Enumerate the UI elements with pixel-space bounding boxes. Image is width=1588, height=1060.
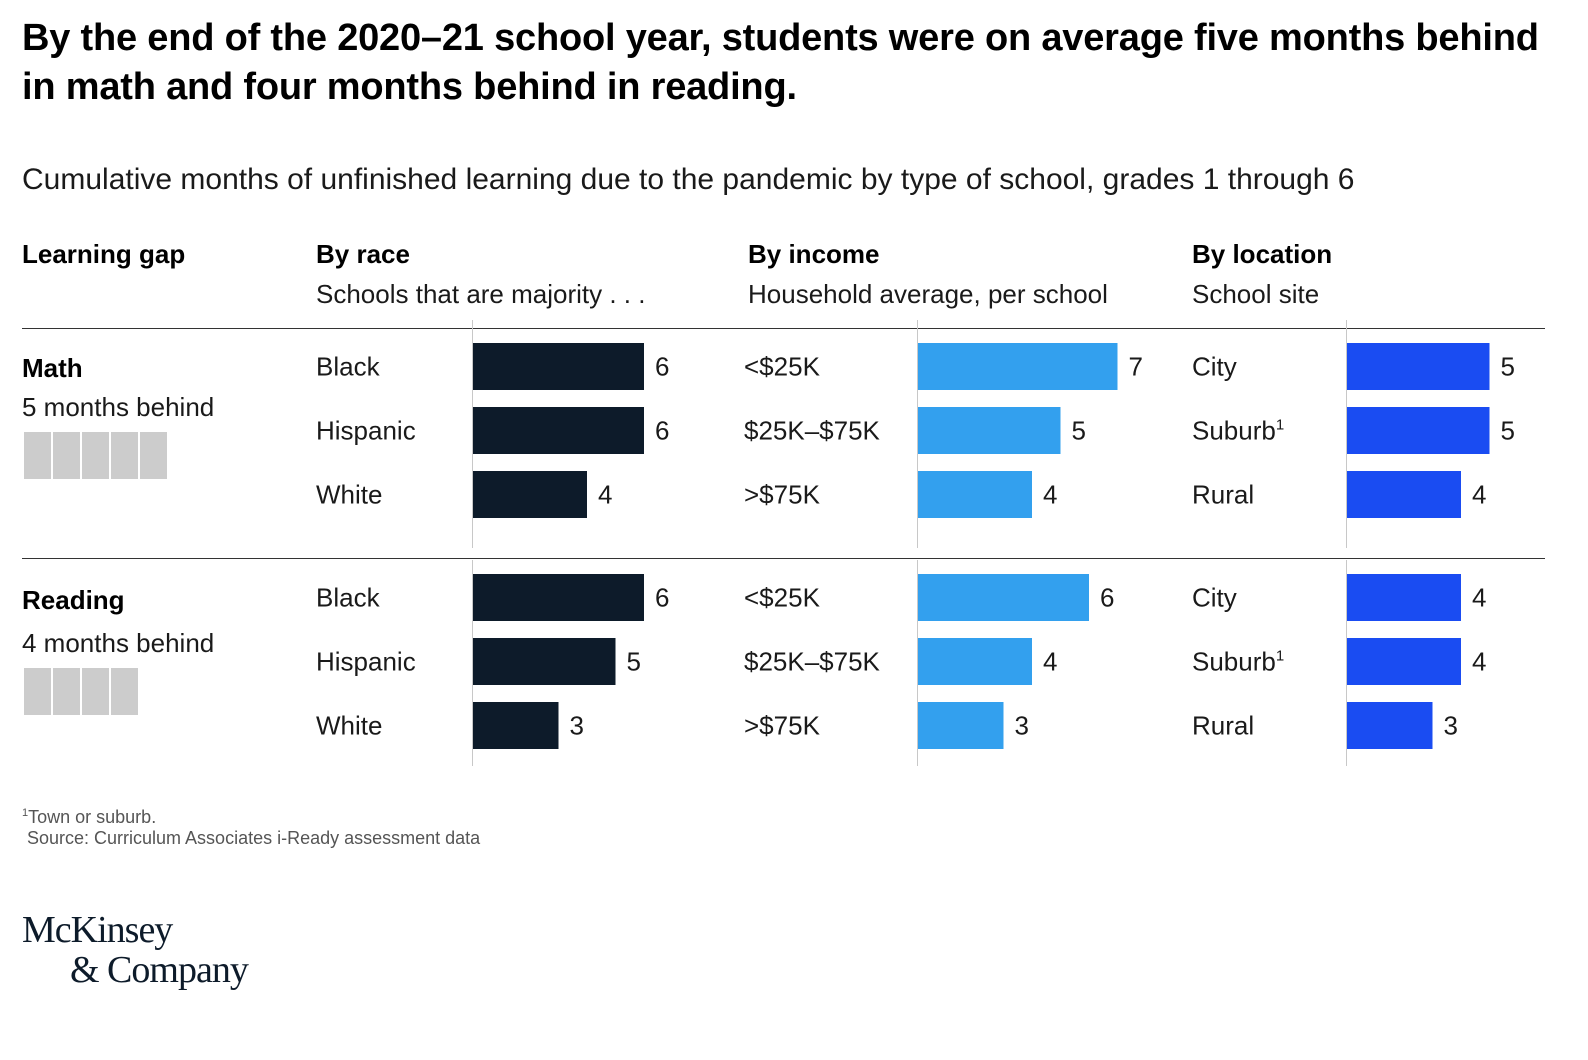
mckinsey-logo: McKinsey & Company <box>22 909 249 991</box>
logo-line-2: & Company <box>70 949 249 991</box>
gap-month-block <box>140 432 167 479</box>
location-value-label: 4 <box>1472 480 1486 510</box>
income-bar <box>918 574 1089 621</box>
race-value-label: 6 <box>655 583 669 613</box>
gap-month-block <box>111 668 138 715</box>
superscript-note: 1 <box>1276 417 1284 434</box>
race-value-label: 5 <box>627 647 641 677</box>
gap-month-block <box>53 668 80 715</box>
footnote: 1Town or suburb. <box>22 801 156 830</box>
race-bar <box>473 343 644 390</box>
income-value-label: 7 <box>1129 352 1143 382</box>
chart-title: By the end of the 2020–21 school year, s… <box>22 17 1539 108</box>
location-bar <box>1347 638 1461 685</box>
race-value-label: 4 <box>598 480 612 510</box>
location-bar <box>1347 407 1490 454</box>
gap-month-block <box>53 432 80 479</box>
logo-line-1: McKinsey <box>22 909 173 951</box>
learning-gap-header: Learning gap <box>22 239 186 269</box>
source-note: Source: Curriculum Associates i-Ready as… <box>27 828 481 848</box>
income-bar <box>918 343 1118 390</box>
race-category-label: Hispanic <box>316 416 416 446</box>
race-bar <box>473 702 559 749</box>
race-category-label: White <box>316 711 382 741</box>
income-category-label: $25K–$75K <box>744 416 881 446</box>
race-category-label: White <box>316 480 382 510</box>
reading-gap-label: 4 months behind <box>22 628 215 658</box>
superscript-note: 1 <box>1276 648 1284 665</box>
income-category-label: >$75K <box>744 480 821 510</box>
location-category-label: City <box>1192 583 1237 613</box>
income-value-label: 5 <box>1072 416 1086 446</box>
location-category-label: City <box>1192 352 1237 382</box>
by-location-subheader: School site <box>1192 279 1320 309</box>
race-category-label: Black <box>316 583 381 613</box>
income-bar <box>918 471 1032 518</box>
math-gap-title: Math <box>22 353 83 383</box>
header-divider <box>22 328 1545 329</box>
location-bar <box>1347 702 1433 749</box>
race-category-label: Hispanic <box>316 647 416 677</box>
by-location-header: By location <box>1192 239 1333 269</box>
math-gap-label: 5 months behind <box>22 392 215 422</box>
footnote-marker: 1 <box>22 807 29 819</box>
location-category-label: Suburb1 <box>1192 647 1284 677</box>
gap-month-block <box>24 432 51 479</box>
location-category-label: Suburb1 <box>1192 416 1284 446</box>
income-value-label: 4 <box>1043 480 1057 510</box>
income-bar <box>918 638 1032 685</box>
location-value-label: 4 <box>1472 647 1486 677</box>
location-value-label: 3 <box>1444 711 1458 741</box>
reading-gap-title: Reading <box>22 585 125 615</box>
location-category-label: Rural <box>1192 480 1254 510</box>
income-value-label: 6 <box>1100 583 1114 613</box>
location-value-label: 5 <box>1501 352 1515 382</box>
income-category-label: $25K–$75K <box>744 647 881 677</box>
location-category-label: Rural <box>1192 711 1254 741</box>
income-value-label: 4 <box>1043 647 1057 677</box>
gap-month-block <box>24 668 51 715</box>
gap-month-block <box>111 432 138 479</box>
by-race-header: By race <box>316 239 410 269</box>
section-divider <box>22 558 1545 559</box>
income-category-label: >$75K <box>744 711 821 741</box>
race-category-label: Black <box>316 352 381 382</box>
reading-gap-blocks <box>24 668 138 715</box>
location-bar <box>1347 343 1490 390</box>
by-income-header: By income <box>748 239 880 269</box>
chart-subtitle: Cumulative months of unfinished learning… <box>22 163 1355 196</box>
footnote-text: Town or suburb. <box>28 807 157 827</box>
by-income-subheader: Household average, per school <box>748 279 1108 309</box>
race-bar <box>473 638 616 685</box>
income-bar <box>918 702 1004 749</box>
gap-month-block <box>82 668 109 715</box>
income-value-label: 3 <box>1015 711 1029 741</box>
income-category-label: <$25K <box>744 352 821 382</box>
location-value-label: 5 <box>1501 416 1515 446</box>
race-bar <box>473 407 644 454</box>
gap-month-block <box>82 432 109 479</box>
race-value-label: 3 <box>570 711 584 741</box>
by-race-subheader: Schools that are majority . . . <box>316 279 646 309</box>
math-gap-blocks <box>24 432 167 479</box>
income-bar <box>918 407 1061 454</box>
income-category-label: <$25K <box>744 583 821 613</box>
race-bar <box>473 471 587 518</box>
location-value-label: 4 <box>1472 583 1486 613</box>
location-bar <box>1347 471 1461 518</box>
location-bar <box>1347 574 1461 621</box>
race-bar <box>473 574 644 621</box>
race-value-label: 6 <box>655 352 669 382</box>
race-value-label: 6 <box>655 416 669 446</box>
